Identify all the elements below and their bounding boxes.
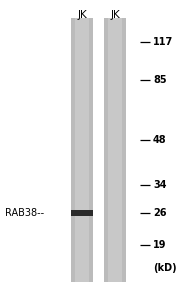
Text: 19: 19 (153, 240, 166, 250)
Text: JK: JK (77, 10, 87, 20)
Text: 117: 117 (153, 37, 173, 47)
Text: 26: 26 (153, 208, 166, 218)
Bar (71, 18, 75, 282)
Bar (104, 18, 108, 282)
Bar (89, 18, 93, 282)
Bar (122, 18, 126, 282)
Text: RAB38--: RAB38-- (5, 208, 44, 218)
Text: 34: 34 (153, 180, 166, 190)
Bar (104, 18, 126, 282)
Text: 48: 48 (153, 135, 167, 145)
Text: 85: 85 (153, 75, 167, 85)
Bar (71, 210, 93, 216)
Bar (71, 18, 93, 282)
Text: (kD): (kD) (153, 263, 177, 273)
Text: JK: JK (110, 10, 120, 20)
